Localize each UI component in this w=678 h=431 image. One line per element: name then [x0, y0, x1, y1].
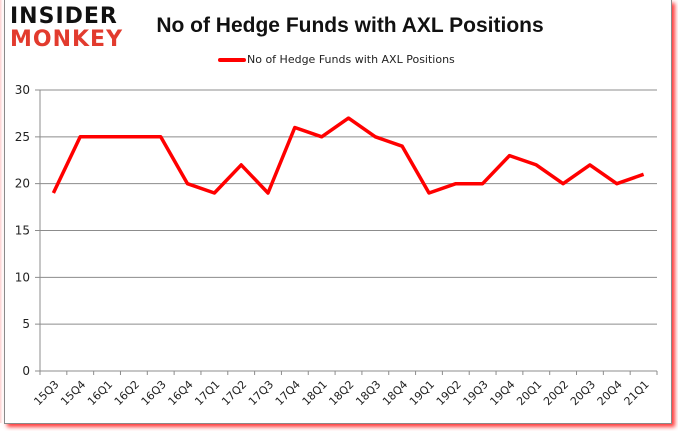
- x-tick-label: 17Q3: [246, 378, 276, 408]
- logo-line-2: MONKEY: [10, 27, 124, 52]
- x-tick-label: 16Q1: [85, 378, 115, 408]
- chart-title: No of Hedge Funds with AXL Positions: [156, 14, 544, 37]
- x-tick-label: 19Q3: [461, 378, 491, 408]
- y-tick-label: 5: [22, 317, 30, 331]
- x-tick-label: 19Q1: [407, 378, 437, 408]
- legend-line-swatch-icon: [218, 57, 246, 62]
- x-tick-label: 17Q1: [192, 378, 222, 408]
- x-tick-label: 18Q4: [380, 378, 410, 408]
- x-tick-label: 20Q4: [595, 378, 625, 408]
- y-tick-label: 20: [15, 177, 30, 191]
- legend-label: No of Hedge Funds with AXL Positions: [247, 53, 455, 66]
- chart-legend: No of Hedge Funds with AXL Positions: [218, 53, 455, 66]
- logo-line-1: INSIDER: [10, 4, 118, 29]
- x-tick-label: 18Q2: [326, 378, 356, 408]
- x-tick-label: 17Q2: [219, 378, 249, 408]
- chart-frame: [4, 0, 672, 424]
- y-tick-label: 25: [15, 130, 30, 144]
- series-line: [51, 116, 645, 195]
- x-tick-label: 19Q4: [487, 378, 517, 408]
- x-tick-label: 16Q2: [112, 378, 142, 408]
- y-tick-label: 10: [15, 270, 30, 284]
- x-tick-label: 21Q1: [622, 378, 652, 408]
- y-tick-label: 30: [15, 83, 30, 97]
- x-tick-label: 17Q4: [273, 378, 303, 408]
- insider-monkey-logo: INSIDER MONKEY: [10, 6, 128, 51]
- x-tick-label: 16Q3: [139, 378, 169, 408]
- x-tick-label: 16Q4: [166, 378, 196, 408]
- y-tick-label: 15: [15, 224, 30, 238]
- x-tick-label: 20Q1: [514, 378, 544, 408]
- y-tick-label: 0: [22, 364, 30, 378]
- x-tick-label: 15Q4: [58, 378, 88, 408]
- x-tick-label: 15Q3: [31, 378, 61, 408]
- x-tick-label: 20Q3: [568, 378, 598, 408]
- x-tick-label: 18Q1: [300, 378, 330, 408]
- frame-edge: [0, 0, 3, 423]
- x-tick-label: 18Q3: [353, 378, 383, 408]
- x-tick-label: 19Q2: [434, 378, 464, 408]
- x-tick-label: 20Q2: [541, 378, 571, 408]
